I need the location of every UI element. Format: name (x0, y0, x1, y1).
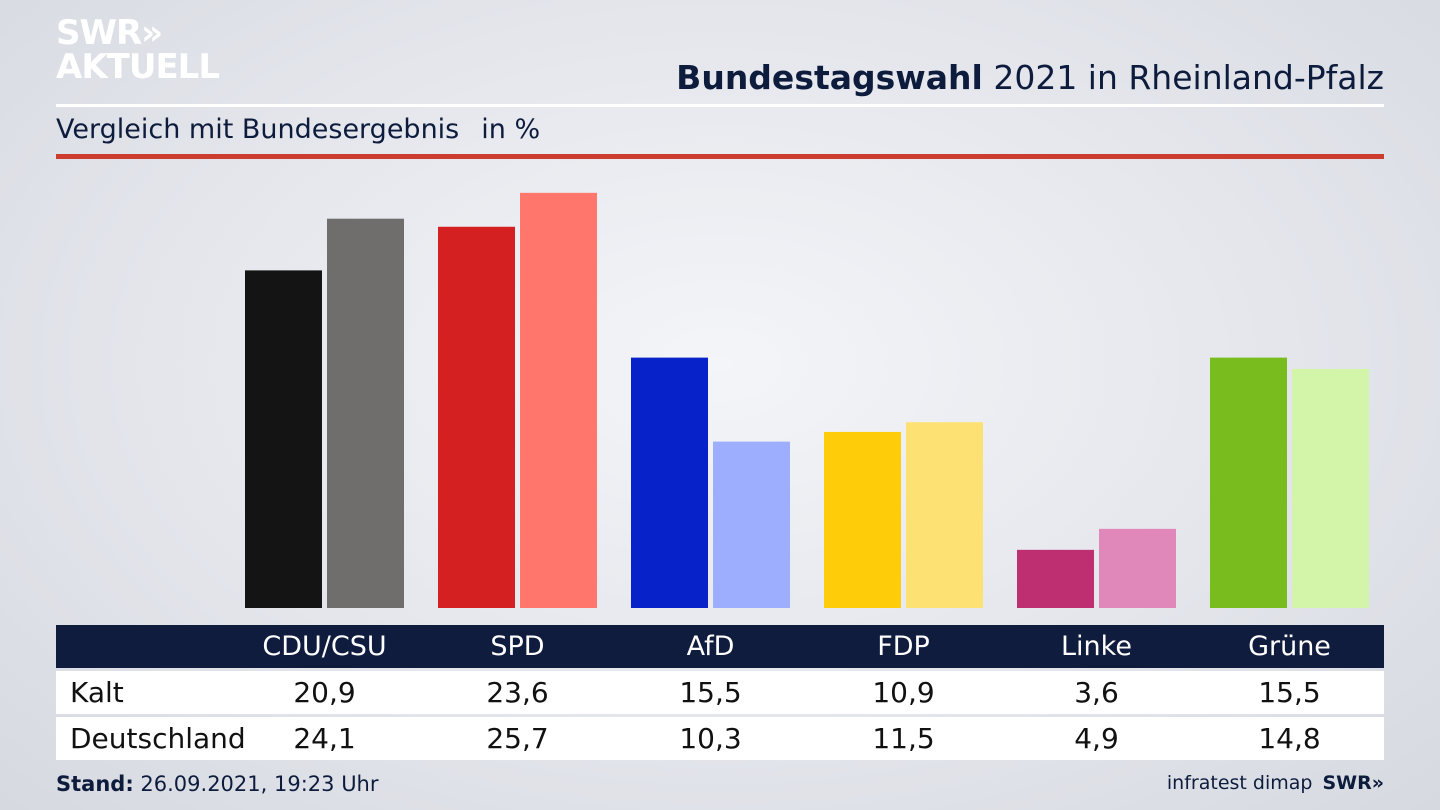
timestamp-label: Stand: (56, 772, 134, 796)
bar-cdu-csu-deutschland (327, 218, 404, 608)
source-label: infratest dimap (1166, 772, 1313, 794)
value-gr-ne-kalt: 15,5 (1258, 676, 1321, 709)
value-fdp-kalt: 10,9 (872, 676, 935, 709)
value-spd-kalt: 23,6 (486, 676, 549, 709)
table-row-kalt: 20,9 23,6 15,5 10,9 3,6 15,5 Kalt (56, 671, 1384, 714)
swr-aktuell-logo: SWR» AKTUELL (56, 13, 220, 87)
bar-linke-kalt (1017, 549, 1094, 608)
value-afd-deutschland: 10,3 (679, 722, 742, 755)
row-label-kalt: Kalt (70, 676, 124, 709)
value-cdu-csu-deutschland: 24,1 (293, 722, 356, 755)
page-title: Bundestagswahl 2021 in Rheinland-Pfalz (676, 58, 1384, 97)
column-header-fdp: FDP (877, 631, 930, 662)
bar-gr-ne-deutschland (1292, 368, 1369, 608)
title-bold: Bundestagswahl (676, 58, 983, 97)
column-header-linke: Linke (1061, 631, 1132, 662)
bar-gr-ne-kalt (1210, 357, 1287, 608)
swr-footer-logo: SWR» (1322, 772, 1384, 794)
value-gr-ne-deutschland: 14,8 (1258, 722, 1321, 755)
subtitle-unit: in % (481, 114, 541, 145)
bar-fdp-deutschland (906, 422, 983, 608)
source-credit: infratest dimap SWR» (1167, 772, 1384, 794)
bar-cdu-csu-kalt (245, 270, 322, 608)
bar-afd-kalt (631, 357, 708, 608)
value-cdu-csu-kalt: 20,9 (293, 676, 356, 709)
value-fdp-deutschland: 11,5 (872, 722, 935, 755)
column-header-afd: AfD (686, 631, 735, 662)
column-header-gr-ne: Grüne (1248, 631, 1331, 662)
timestamp: Stand: 26.09.2021, 19:23 Uhr (56, 772, 379, 796)
title-rest: 2021 in Rheinland-Pfalz (993, 58, 1384, 97)
subtitle: Vergleich mit Bundesergebnis in % (56, 114, 540, 145)
column-header-cdu-csu: CDU/CSU (262, 631, 387, 662)
bar-afd-deutschland (713, 441, 790, 608)
table-header-row: CDU/CSU SPD AfD FDP Linke Grüne (56, 625, 1384, 668)
value-spd-deutschland: 25,7 (486, 722, 549, 755)
timestamp-value: 26.09.2021, 19:23 Uhr (140, 772, 379, 796)
title-divider (56, 104, 1384, 107)
logo-line-2: AKTUELL (56, 47, 220, 87)
accent-rule (56, 154, 1384, 159)
bar-linke-deutschland (1099, 528, 1176, 608)
value-linke-deutschland: 4,9 (1074, 722, 1119, 755)
logo-line-1: SWR» (56, 13, 163, 53)
bar-spd-deutschland (520, 192, 597, 608)
row-label-deutschland: Deutschland (70, 722, 246, 755)
results-table: CDU/CSU SPD AfD FDP Linke Grüne 20,9 23,6 15,5 1… (56, 625, 1384, 760)
table-row-deutschland: 24,1 25,7 10,3 11,5 4,9 14,8 Deutschland (56, 717, 1384, 760)
bar-fdp-kalt (824, 431, 901, 608)
bar-spd-kalt (438, 226, 515, 608)
column-header-spd: SPD (490, 631, 545, 662)
subtitle-label: Vergleich mit Bundesergebnis (56, 114, 460, 145)
value-linke-kalt: 3,6 (1074, 676, 1119, 709)
value-afd-kalt: 15,5 (679, 676, 742, 709)
